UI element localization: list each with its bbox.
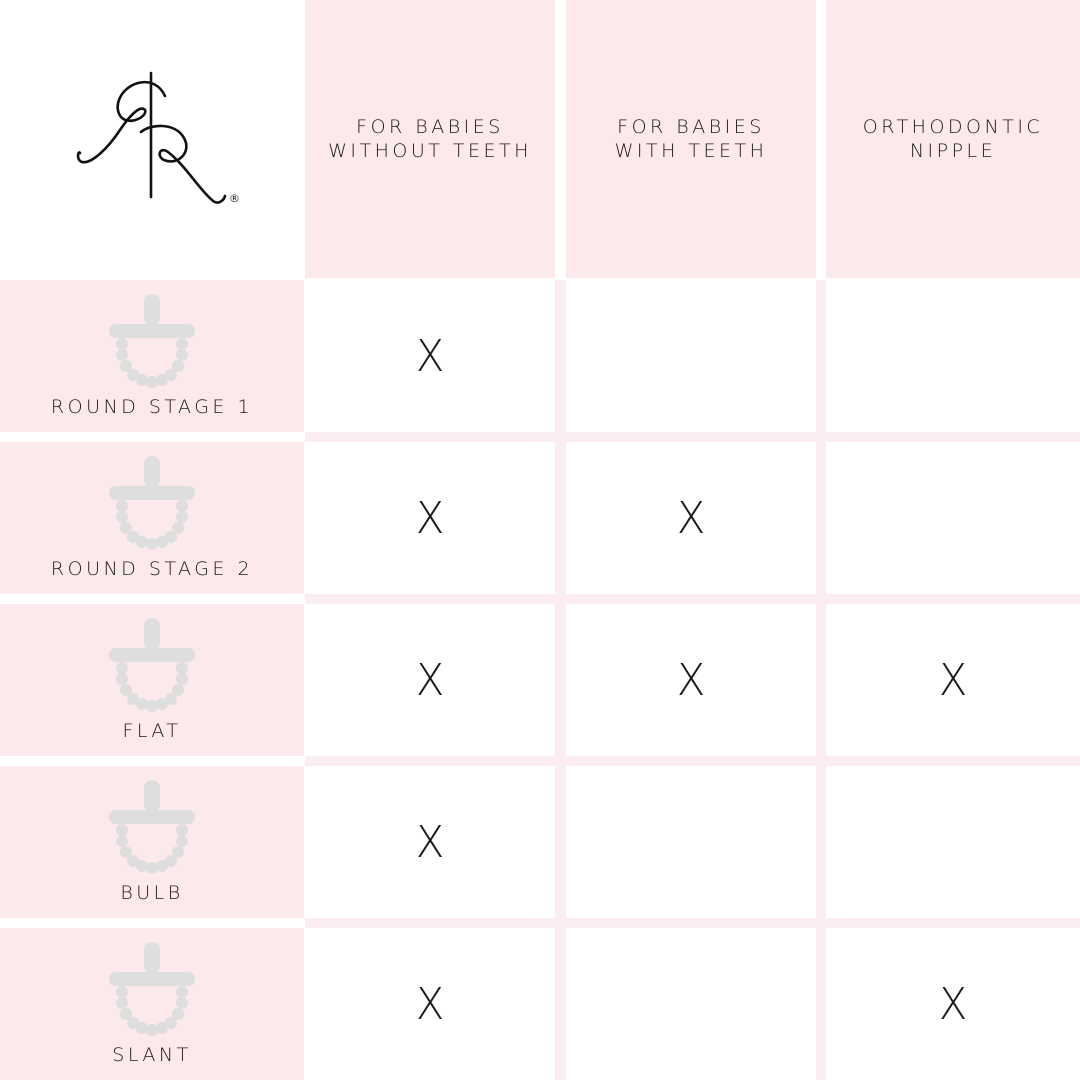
table-cell (826, 766, 1080, 918)
check-mark: X (676, 654, 706, 706)
table-cell: X (305, 604, 555, 756)
registered-mark: ® (229, 192, 240, 205)
table-cell (826, 442, 1080, 594)
table-cell: X (305, 928, 555, 1080)
column-header-without-teeth: FOR BABIES WITHOUT TEETH (305, 0, 555, 278)
table-cell: X (566, 442, 816, 594)
pacifier-icon (109, 780, 195, 874)
row-label-cell: ROUND STAGE 2 (0, 442, 304, 594)
logo: ® (0, 0, 304, 278)
check-mark: X (415, 330, 445, 382)
header-line: ORTHODONTIC (862, 116, 1044, 138)
table-cell: X (826, 604, 1080, 756)
table-cell: X (305, 442, 555, 594)
table-cell (566, 928, 816, 1080)
check-mark: X (676, 492, 706, 544)
row-label: ROUND STAGE 1 (50, 396, 254, 418)
row-label-cell: SLANT (0, 928, 304, 1080)
header-line: WITHOUT TEETH (328, 140, 532, 162)
row-label: SLANT (112, 1044, 192, 1066)
header-line: NIPPLE (909, 140, 997, 162)
column-header-orthodontic: ORTHODONTIC NIPPLE (826, 0, 1080, 278)
check-mark: X (415, 816, 445, 868)
rr-monogram-logo (76, 71, 227, 204)
table-cell (566, 766, 816, 918)
check-mark: X (938, 654, 968, 706)
row-label: BULB (120, 882, 184, 904)
check-mark: X (938, 978, 968, 1030)
table-cell: X (826, 928, 1080, 1080)
pacifier-icon (109, 942, 195, 1036)
row-label: FLAT (122, 720, 182, 742)
pacifier-icon (109, 456, 195, 550)
check-mark: X (415, 492, 445, 544)
row-label-cell: BULB (0, 766, 304, 918)
check-mark: X (415, 978, 445, 1030)
row-label-cell: ROUND STAGE 1 (0, 280, 304, 432)
table-cell (826, 280, 1080, 432)
header-line: FOR BABIES (356, 116, 504, 138)
table-cell: X (305, 766, 555, 918)
row-label: ROUND STAGE 2 (50, 558, 254, 580)
table-cell (566, 280, 816, 432)
check-mark: X (415, 654, 445, 706)
header-line: WITH TEETH (614, 140, 768, 162)
row-label-cell: FLAT (0, 604, 304, 756)
pacifier-icon (109, 618, 195, 712)
table-cell: X (566, 604, 816, 756)
column-header-with-teeth: FOR BABIES WITH TEETH (566, 0, 816, 278)
pacifier-icon (109, 294, 195, 388)
table-cell: X (305, 280, 555, 432)
header-line: FOR BABIES (617, 116, 765, 138)
